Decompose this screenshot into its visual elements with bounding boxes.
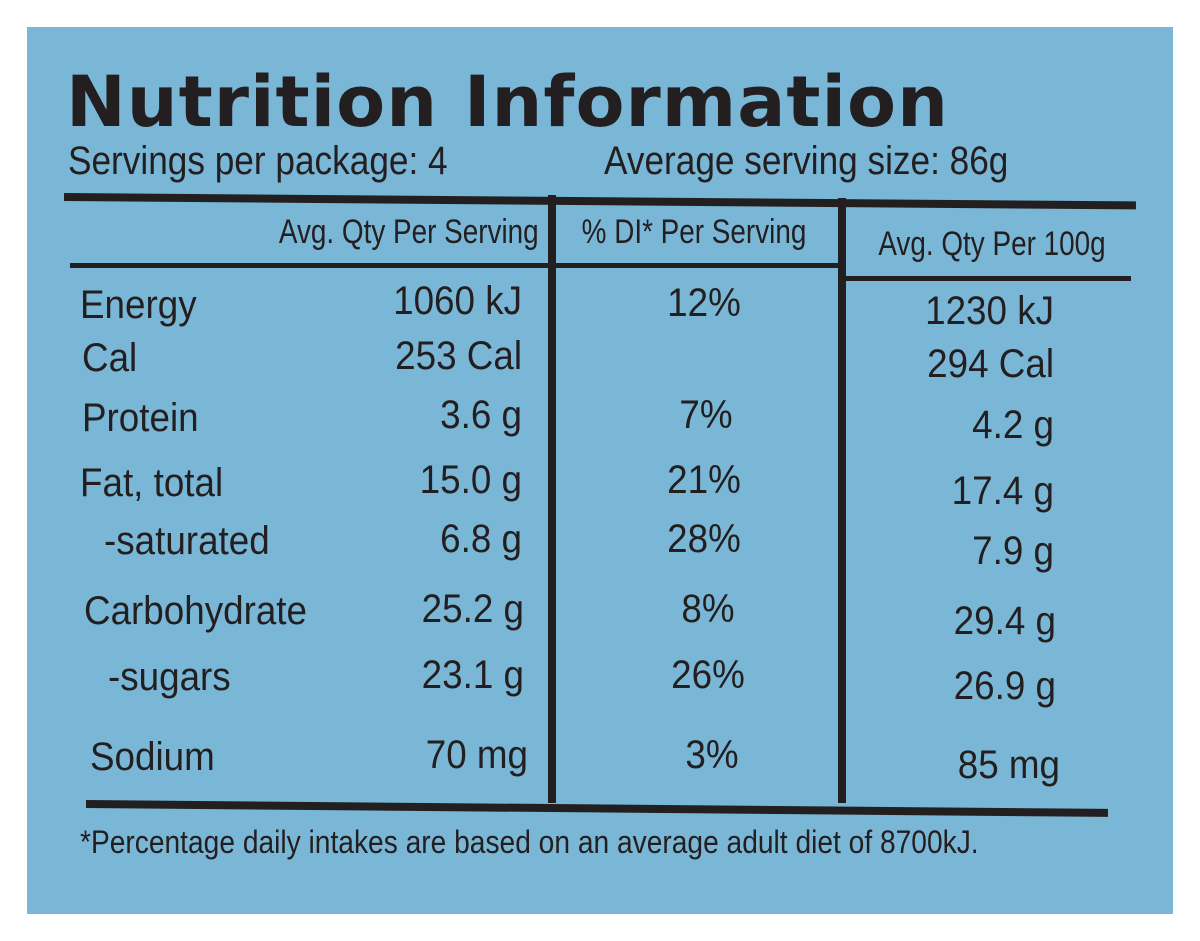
fat-total-per-100g: 17.4 g	[951, 469, 1054, 513]
carbohydrate-di: 8%	[681, 587, 735, 631]
column-divider-2	[838, 198, 846, 803]
panel-title: Nutrition Information	[66, 61, 949, 143]
header-rule-mid	[556, 263, 838, 268]
sodium-per-serving: 70 mg	[425, 733, 528, 777]
sugars-per-100g: 26.9 g	[953, 664, 1056, 708]
row-label-saturated: -saturated	[104, 519, 270, 563]
cal-per-serving: 253 Cal	[395, 334, 522, 378]
daily-intake-footnote: *Percentage daily intakes are based on a…	[80, 824, 979, 860]
protein-di: 7%	[679, 393, 733, 437]
energy-per-serving: 1060 kJ	[393, 279, 522, 323]
row-label-carbohydrate: Carbohydrate	[84, 589, 307, 633]
fat-total-di: 21%	[667, 458, 741, 502]
saturated-per-100g: 7.9 g	[972, 529, 1054, 573]
cal-per-100g: 294 Cal	[927, 342, 1054, 386]
protein-per-serving: 3.6 g	[440, 393, 522, 437]
row-label-protein: Protein	[82, 396, 199, 440]
row-label-cal: Cal	[82, 336, 138, 380]
carbohydrate-per-100g: 29.4 g	[953, 599, 1056, 643]
sugars-per-serving: 23.1 g	[421, 653, 524, 697]
sugars-di: 26%	[671, 653, 745, 697]
column-header-per-100g: Avg. Qty Per 100g	[878, 225, 1106, 263]
row-label-fat-total: Fat, total	[80, 461, 224, 505]
row-label-energy: Energy	[80, 283, 197, 327]
carbohydrate-per-serving: 25.2 g	[421, 587, 524, 631]
header-rule-right	[846, 276, 1131, 281]
column-divider-1	[548, 195, 556, 803]
column-header-per-serving: Avg. Qty Per Serving	[278, 213, 539, 251]
header-rule-left	[70, 263, 550, 268]
saturated-per-serving: 6.8 g	[440, 517, 522, 561]
protein-per-100g: 4.2 g	[972, 403, 1054, 447]
row-label-sodium: Sodium	[90, 735, 215, 779]
servings-per-package: Servings per package: 4	[68, 139, 448, 183]
fat-total-per-serving: 15.0 g	[419, 458, 522, 502]
nutrition-panel	[27, 27, 1173, 914]
average-serving-size: Average serving size: 86g	[604, 139, 1009, 183]
row-label-sugars: -sugars	[108, 655, 231, 699]
saturated-di: 28%	[667, 517, 741, 561]
sodium-per-100g: 85 mg	[957, 743, 1060, 787]
energy-di: 12%	[667, 281, 741, 325]
column-header-di: % DI* Per Serving	[581, 213, 807, 251]
energy-per-100g: 1230 kJ	[925, 289, 1054, 333]
sodium-di: 3%	[685, 733, 739, 777]
